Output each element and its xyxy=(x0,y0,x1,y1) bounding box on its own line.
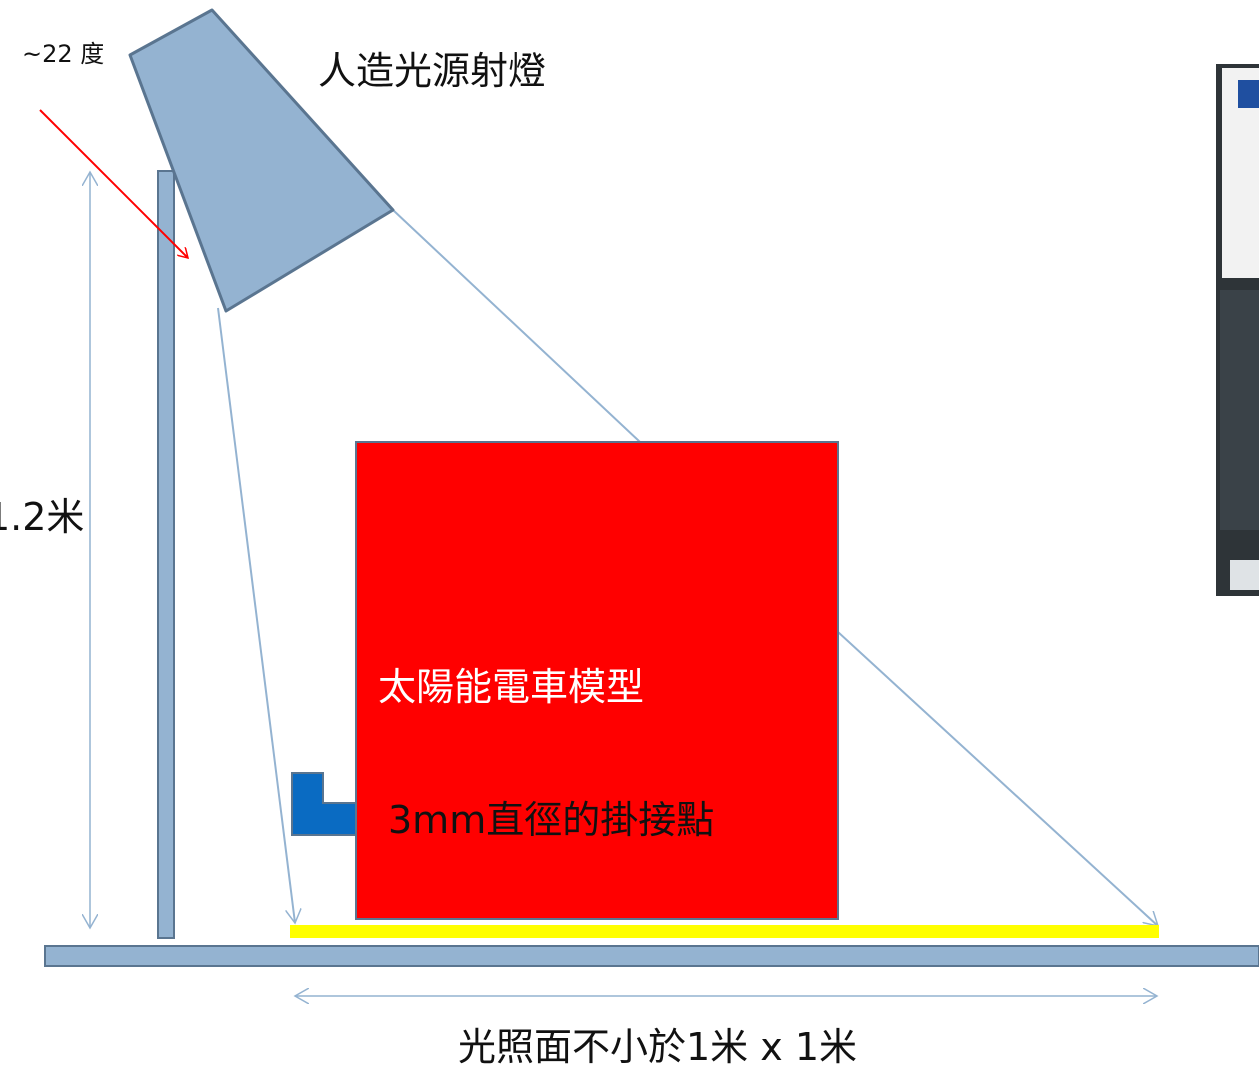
mount-label: 3mm直徑的掛接點 xyxy=(388,798,714,842)
light-beam-right-upper xyxy=(392,209,641,443)
base-plate xyxy=(44,945,1259,967)
light-surface xyxy=(290,925,1159,938)
angle-arrow xyxy=(39,109,188,258)
height-label: 1.2米 xyxy=(0,495,84,539)
angle-label: ~22 度 xyxy=(22,40,104,68)
light-beam-left xyxy=(217,307,295,923)
mount-bracket xyxy=(291,772,358,836)
area-label: 光照面不小於1米 x 1米 xyxy=(458,1025,857,1067)
solar-car-model xyxy=(355,441,839,920)
light-beam-right-lower xyxy=(837,631,1158,926)
lamp-pole xyxy=(157,170,175,939)
spotlight-lamp xyxy=(128,8,395,313)
reference-photo xyxy=(1216,64,1259,596)
model-label: 太陽能電車模型 xyxy=(378,665,644,709)
lamp-label: 人造光源射燈 xyxy=(318,49,546,93)
